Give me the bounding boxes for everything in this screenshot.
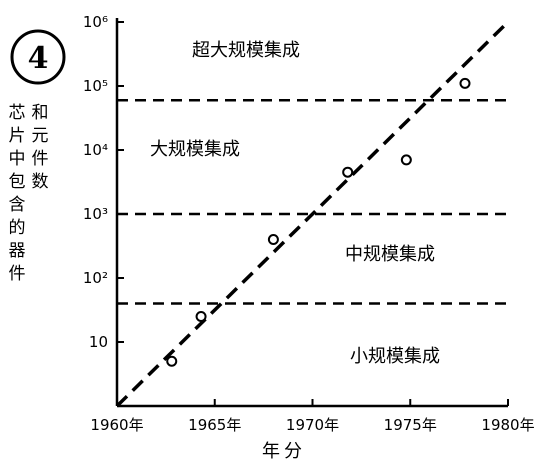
- x-tick-label-4: 1980年: [481, 416, 534, 434]
- y-tick-label-4: 10⁵: [83, 77, 108, 95]
- x-tick-label-3: 1975年: [384, 416, 437, 434]
- y-ticks: 10 10² 10³ 10⁴ 10⁵ 10⁶: [83, 13, 124, 351]
- data-point-5: [459, 77, 471, 89]
- y-axis-title-char: 的: [9, 218, 26, 238]
- data-points: [166, 77, 471, 367]
- y-tick-label-2: 10³: [83, 205, 108, 223]
- x-ticks: 1960年 1965年 1970年 1975年 1980年: [90, 399, 535, 434]
- y-axis-title-char: 件: [9, 264, 26, 284]
- y-tick-label-5: 10⁶: [83, 13, 108, 31]
- y-tick-label-3: 10⁴: [83, 141, 108, 159]
- boundary-lines: [117, 98, 508, 305]
- trend-line-group: [115, 20, 510, 408]
- y-axis-title-char: 件: [32, 149, 49, 169]
- y-axis-title-char: 数: [32, 172, 49, 192]
- x-tick-label-2: 1970年: [286, 416, 339, 434]
- figure-number-badge: 4: [10, 29, 66, 85]
- region-label-lsi: 大规模集成: [150, 139, 240, 160]
- data-point-3: [342, 166, 354, 178]
- y-axis-title-char: 中: [9, 149, 26, 169]
- y-tick-label-0: 10: [89, 333, 108, 351]
- y-axis-title-char: 和: [32, 103, 49, 123]
- data-point-4: [400, 154, 412, 166]
- figure-number: 4: [28, 41, 49, 76]
- y-tick-label-1: 10²: [83, 269, 108, 287]
- region-label-ssi: 小规模集成: [350, 346, 440, 367]
- x-axis-title: 年分: [262, 441, 306, 462]
- x-tick-label-1: 1965年: [188, 416, 241, 434]
- y-axis-title-char: 片: [9, 126, 26, 146]
- y-axis-title-char: 含: [9, 195, 26, 215]
- x-tick-label-0: 1960年: [90, 416, 143, 434]
- y-axis-title-char: 包: [9, 172, 26, 192]
- y-axis-title-char: 芯: [9, 103, 26, 123]
- y-axis-title-char: 元: [32, 126, 49, 146]
- y-axis-title-char: 器: [9, 241, 26, 261]
- region-label-msi: 中规模集成: [345, 244, 435, 265]
- region-label-vlsi: 超大规模集成: [192, 40, 300, 61]
- data-point-0: [166, 355, 178, 367]
- trend-line: [115, 20, 510, 408]
- data-point-1: [195, 311, 207, 323]
- data-point-2: [267, 233, 279, 245]
